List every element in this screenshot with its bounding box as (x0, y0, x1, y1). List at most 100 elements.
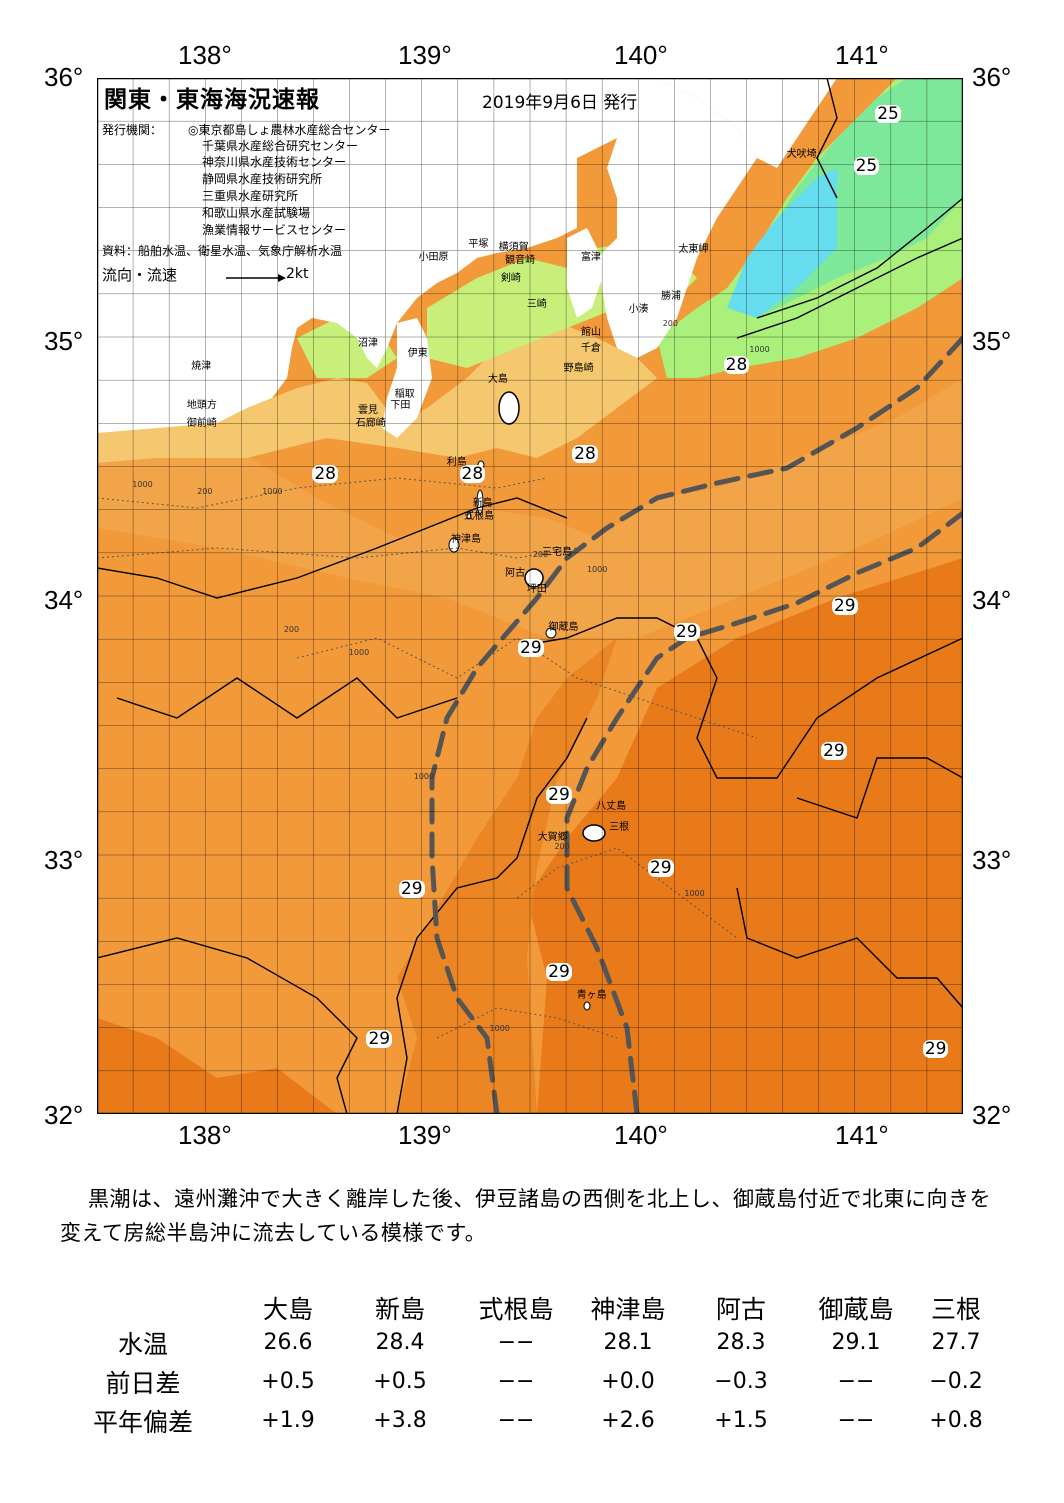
station-header: 三根 (930, 1295, 981, 1324)
row-label-temperature: 水温 (117, 1330, 168, 1359)
isotherm-25-north (816, 78, 838, 199)
station-header: 神津島 (590, 1295, 666, 1324)
depth-label: 1000 (262, 487, 283, 497)
table-cell: 27.7 (931, 1330, 981, 1355)
lat-label-32-right: 32° (972, 1100, 1012, 1130)
water-zone-24 (727, 168, 837, 318)
publisher-line: 神奈川県水産技術センター (202, 155, 347, 169)
table-cell: 29.1 (831, 1330, 881, 1355)
temperature-label: 29 (546, 961, 572, 982)
land-boso-peninsula (597, 78, 757, 358)
land-izu-peninsula (382, 318, 432, 438)
publisher-label: 発行機関： (102, 123, 163, 137)
publisher-line: 千葉県水産総合研究センター (202, 139, 359, 153)
temperature-label: 28 (312, 464, 338, 485)
station-header: 大島 (262, 1295, 313, 1324)
place-name: 雲見 (357, 404, 378, 416)
row-label-normal-anomaly: 平年偏差 (92, 1408, 193, 1437)
lon-label-140-top: 140° (614, 40, 668, 70)
place-name: 阿古 (505, 568, 526, 580)
kuroshio-axis (429, 335, 963, 1114)
table-cell: +0.8 (929, 1408, 983, 1433)
lon-label-138-top: 138° (178, 40, 232, 70)
coordinate-grid (97, 78, 963, 1114)
place-name: 御前崎 (186, 417, 217, 429)
station-header: 式根島 (478, 1295, 554, 1324)
place-name: 勝浦 (661, 290, 682, 302)
isotherm-26-boso (736, 237, 963, 339)
table-cell: +0.0 (601, 1369, 655, 1394)
place-name: 富津 (580, 252, 601, 264)
sea-temperature-map: 25 25 28 28 28 28 29 29 29 29 29 29 29 29 29 29 犬吠埼 太東岬勝… (97, 78, 963, 1114)
lon-label-138-bottom: 138° (178, 1120, 232, 1150)
temperature-label: 25 (875, 104, 901, 125)
place-name: 下田 (390, 399, 411, 411)
depth-label: 200 (283, 624, 300, 634)
isotherm-25 (756, 197, 963, 319)
station-header: 阿古 (715, 1295, 766, 1324)
place-name: 神津島 (451, 534, 482, 546)
temperature-label: 29 (831, 596, 858, 617)
table-cell: +3.8 (373, 1408, 427, 1433)
temperature-label: 29 (922, 1039, 949, 1060)
island-aogashima (583, 1001, 591, 1011)
temperature-label: 29 (366, 1028, 393, 1049)
isotherm-29-west (396, 717, 588, 1114)
lat-label-35-left: 35° (44, 326, 84, 356)
water-zone-29-southwest (97, 1018, 337, 1114)
table-cell: −− (497, 1369, 535, 1394)
station-header: 御蔵島 (818, 1295, 894, 1324)
place-name: 大島 (487, 373, 508, 385)
place-name: 坪田 (526, 583, 547, 595)
isotherm-29-east (536, 617, 963, 779)
lon-label-139-top: 139° (398, 40, 452, 70)
isotherm-29-eddy (796, 757, 963, 819)
kuroshio-axis-main (429, 335, 963, 1114)
table-cell: −− (497, 1330, 535, 1355)
place-name: 利島 (446, 456, 467, 468)
island-hachijojima (582, 824, 606, 842)
isotherm-29-south (736, 887, 963, 1009)
data-sources: 資料：船舶水温、衛星水温、気象庁解析水温 (102, 244, 343, 258)
place-name: 千倉 (580, 342, 601, 354)
place-name: 稲取 (394, 389, 415, 401)
table-cell: 26.6 (263, 1330, 313, 1355)
temperature-label: 29 (673, 622, 700, 643)
depth-contour-1000-south (516, 847, 738, 939)
island-oshima (498, 391, 520, 425)
place-name: 小湊 (628, 303, 649, 315)
depth-label: 1000 (586, 565, 608, 575)
publisher-line: 漁業情報サービスセンター (202, 223, 347, 237)
island-miyakejima (524, 568, 544, 588)
place-name: 地頭方 (186, 399, 217, 411)
temperature-label: 28 (459, 464, 486, 485)
place-name: 大賀郷 (537, 832, 568, 844)
lat-label-34-right: 34° (972, 585, 1012, 615)
kuroshio-axis-branch (564, 510, 963, 1114)
depth-label: 1000 (413, 772, 435, 782)
temperature-label: 29 (518, 637, 544, 658)
lon-label-139-bottom: 139° (398, 1120, 452, 1150)
table-cell: −− (837, 1369, 875, 1394)
row-label-daily-diff: 前日差 (105, 1369, 181, 1398)
temperature-label: 29 (398, 878, 425, 899)
place-name: 沼津 (357, 337, 378, 349)
map-frame (97, 78, 963, 1114)
depth-label: 200 (197, 487, 213, 497)
place-name: 三根 (609, 821, 630, 833)
flow-scale-value: 2kt (286, 266, 309, 282)
temperature-label: 29 (821, 741, 847, 762)
lat-label-32-left: 32° (44, 1100, 84, 1130)
depth-label: 1000 (132, 479, 153, 489)
depth-label: 1000 (684, 888, 705, 898)
depth-contour-200-north (97, 477, 548, 509)
publisher-line: 静岡県水産技術研究所 (202, 172, 323, 186)
lat-label-33-left: 33° (44, 845, 84, 875)
table-cell: +1.5 (714, 1408, 768, 1433)
place-name: 野島崎 (563, 363, 594, 375)
depth-label: 1000 (489, 1023, 510, 1033)
temperature-label: 25 (853, 156, 880, 177)
summary-text: 黒潮は、遠州灘沖で大きく離岸した後、伊豆諸島の西側を北上し、御蔵島付近で北東に向… (60, 1187, 991, 1245)
place-name: 観音崎 (505, 254, 536, 266)
place-name: 館山 (580, 327, 601, 339)
